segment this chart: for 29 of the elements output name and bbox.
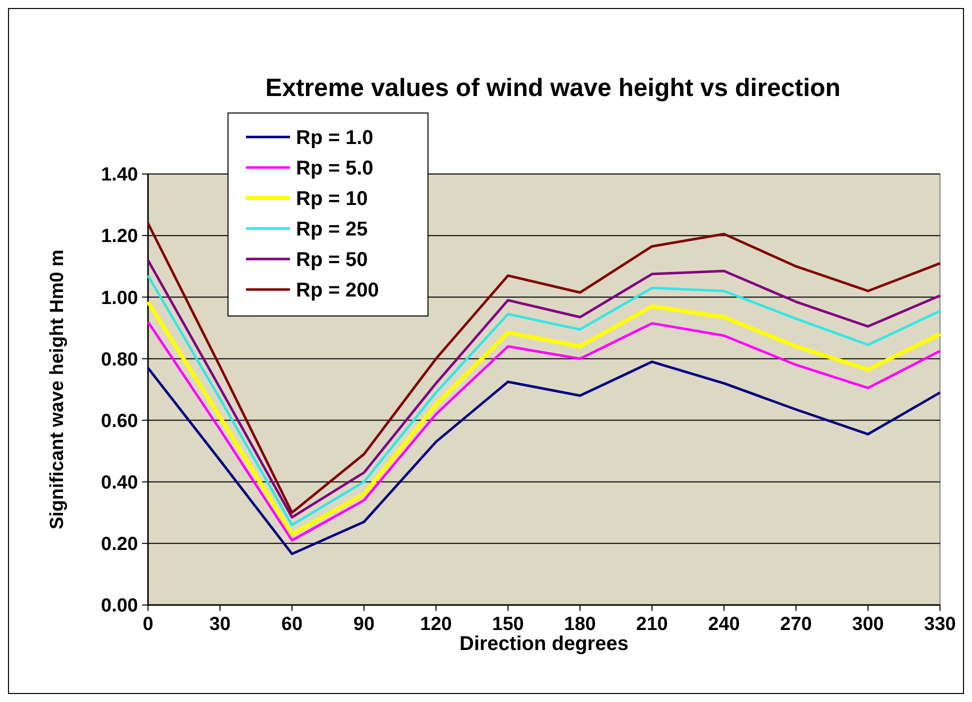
x-tick-label: 0 [142,614,154,635]
legend-label: Rp = 5.0 [296,158,374,180]
x-tick-label: 150 [492,614,524,635]
y-tick-label: 0.20 [101,534,138,556]
x-tick-label: 120 [420,614,452,635]
x-tick-label: 330 [924,614,956,635]
y-tick-label: 0.40 [101,472,138,494]
x-tick-label: 300 [852,614,884,635]
y-tick-label: 1.00 [101,288,138,309]
x-tick-label: 180 [564,614,596,635]
y-tick-label: 0.80 [101,349,138,370]
x-tick-label: 240 [708,614,740,635]
legend-label: Rp = 1.0 [296,127,374,149]
y-axis-title: Significant wave height Hm0 m [47,250,68,530]
legend-label: Rp = 10 [296,188,368,210]
legend-label: Rp = 25 [296,218,368,240]
x-tick-label: 270 [780,614,812,635]
x-tick-label: 210 [636,614,668,635]
x-tick-label: 30 [209,614,231,635]
x-axis-title: Direction degrees [460,633,628,655]
x-tick-label: 90 [353,614,375,635]
legend-label: Rp = 200 [296,280,379,302]
y-tick-label: 1.40 [101,164,138,186]
y-tick-label: 0.60 [101,410,138,432]
y-tick-label: 1.20 [101,226,138,248]
y-tick-label: 0.00 [101,596,138,617]
x-tick-label: 60 [281,614,303,635]
legend-label: Rp = 50 [296,249,368,271]
chart-title: Extreme values of wind wave height vs direction [265,74,841,102]
